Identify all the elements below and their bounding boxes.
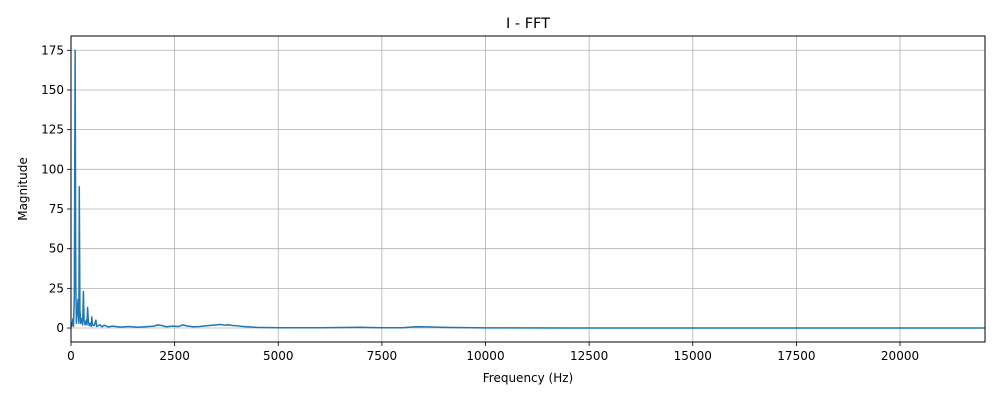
y-axis: 0 25 50 75 100 125 150 175 (41, 43, 71, 335)
y-tick-label: 25 (49, 281, 64, 295)
chart-title: I - FFT (506, 16, 550, 32)
x-tick-label: 15000 (674, 349, 712, 363)
x-axis: 0 2500 5000 7500 10000 12500 15000 17500 20000 (67, 342, 919, 363)
y-tick-label: 150 (41, 83, 64, 97)
x-tick-label: 17500 (777, 349, 815, 363)
x-tick-label: 2500 (159, 349, 190, 363)
y-tick-label: 125 (41, 123, 64, 137)
axes-frame (70, 35, 986, 343)
x-tick-label: 0 (67, 349, 75, 363)
y-axis-label: Magnitude (16, 157, 30, 221)
x-tick-label: 5000 (263, 349, 294, 363)
x-tick-label: 12500 (570, 349, 608, 363)
series-line (70, 49, 986, 329)
y-tick-label: 50 (49, 242, 64, 256)
x-tick-label: 7500 (367, 349, 398, 363)
y-tick-label: 100 (41, 162, 64, 176)
plot-area (70, 49, 986, 329)
y-tick-label: 175 (41, 43, 64, 57)
x-tick-label: 10000 (466, 349, 504, 363)
x-axis-label: Frequency (Hz) (483, 371, 574, 385)
y-tick-label: 0 (56, 321, 64, 335)
x-tick-label: 20000 (881, 349, 919, 363)
y-tick-label: 75 (49, 202, 64, 216)
